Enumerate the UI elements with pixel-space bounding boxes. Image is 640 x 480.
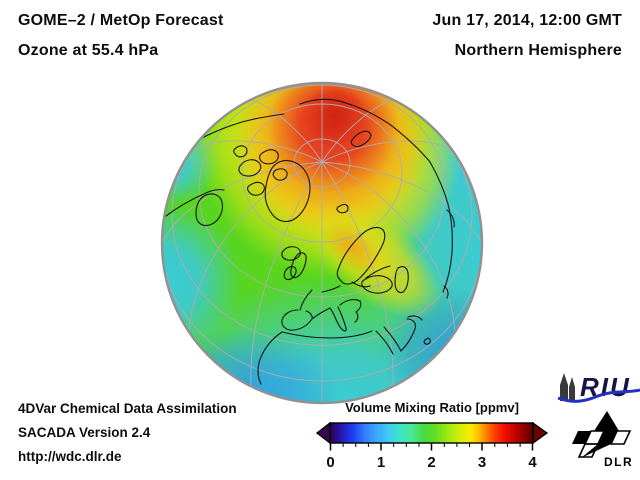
colorbar-right-arrow — [532, 421, 549, 445]
version-label: SACADA Version 2.4 — [18, 425, 151, 440]
riu-logo-swoosh — [557, 388, 640, 403]
hemisphere-label: Northern Hemisphere — [454, 42, 622, 59]
graticule — [162, 83, 482, 403]
riu-logo-text: RIU — [580, 372, 631, 402]
tick-label-0: 0 — [326, 454, 334, 471]
ozone-baltic-orange-patch — [322, 220, 382, 274]
page-subtitle: Ozone at 55.4 hPa — [18, 42, 159, 59]
page-title: GOME–2 / MetOp Forecast — [18, 12, 224, 29]
ozone-arctic-red-core — [303, 84, 367, 148]
dlr-arrow-icon — [572, 411, 632, 458]
colorbar-left-arrow — [315, 421, 331, 445]
colorbar-title: Volume Mixing Ratio [ppmv] — [345, 400, 519, 415]
tick-label-1: 1 — [377, 454, 385, 471]
website-url: http://wdc.dlr.de — [18, 449, 122, 464]
cathedral-icon — [560, 373, 568, 401]
riu-logo: RIU — [557, 372, 640, 403]
assimilation-label: 4DVar Chemical Data Assimilation — [18, 401, 237, 416]
ozone-west-limb-cyan — [162, 202, 242, 362]
dlr-logo: DLR — [572, 411, 632, 469]
dlr-logo-text: DLR — [604, 455, 632, 469]
colorbar-gradient-bar — [329, 422, 534, 444]
tick-label-3: 3 — [478, 454, 486, 471]
colorbar-tick-labels: 0 1 2 3 4 — [326, 454, 537, 471]
globe-limb-ring — [160, 81, 484, 405]
forecast-datetime: Jun 17, 2014, 12:00 GMT — [432, 12, 622, 29]
tick-label-4: 4 — [528, 454, 537, 471]
coastlines — [165, 98, 455, 385]
tick-label-2: 2 — [427, 454, 435, 471]
colorbar-ticks — [329, 443, 534, 451]
colorbar: 0 1 2 3 4 — [315, 421, 549, 471]
cathedral-icon-spire — [569, 377, 575, 401]
